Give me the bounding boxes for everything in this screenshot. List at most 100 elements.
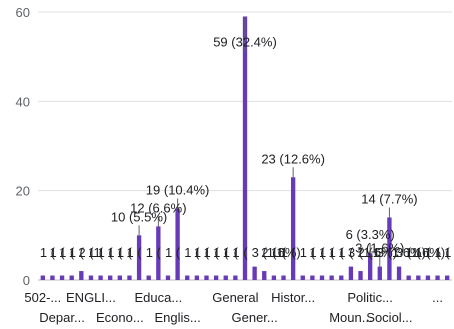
small-data-label: 1 ( [425,245,441,260]
small-data-label: 3 (1.6%) [348,245,397,260]
small-data-label: 1 ( [146,245,162,260]
small-data-label: 1 ( [415,245,431,260]
small-data-label: 1 ( [184,245,200,260]
small-data-label: 1 ( [40,245,56,260]
bar [271,275,277,280]
bar [185,275,190,280]
bar [223,275,228,280]
bar [319,275,325,280]
small-data-label: 1 ( [213,245,229,260]
small-data-label: 1 ( [194,245,210,260]
x-category-label: Englis... [154,310,200,325]
bar [127,275,132,280]
small-data-label: 3 (1.6%) [396,245,445,260]
small-data-label: 1 ( [435,245,451,260]
small-data-label: 1 ( [232,245,248,260]
small-data-label: 1 ( [444,245,454,260]
bar [165,275,171,280]
small-data-label: 3 (1.6%) [377,245,426,260]
small-data-label: 1 ( [126,245,142,260]
y-tick-label: 0 [23,273,30,288]
x-category-label: Gener... [232,310,278,325]
small-data-label: 1 ( [165,245,181,260]
bar [300,275,305,280]
x-category-label: Sociol... [366,310,412,325]
bar [59,275,65,280]
small-data-label: 1 ( [406,245,422,260]
x-category-label: Educa... [134,290,182,305]
bar [329,275,334,280]
bar [136,235,142,280]
small-data-label: 1 ( [223,245,239,260]
x-category-label: Moun... [329,310,372,325]
bar [358,271,363,280]
data-label: 6 (3.3%) [346,227,395,242]
bar [348,266,354,280]
x-category-label: 502-... [24,290,61,305]
data-label: 23 (12.6%) [261,151,325,166]
bar [262,271,267,280]
small-data-label: 1 ( [329,245,345,260]
bar [233,275,238,280]
label-leaders [138,16,390,267]
x-category-label: Histor... [271,290,315,305]
small-data-label: 1 ( [281,245,297,260]
small-data-label: 1 ( [88,245,104,260]
bar [290,177,296,280]
y-tick-label: 60 [16,5,30,20]
small-data-label: 2 (1 [78,245,100,260]
small-data-label: 1 ( [300,245,316,260]
small-data-label: 1 ( [49,245,65,260]
small-data-label: 3 (1.6%) [252,245,301,260]
bar [88,275,94,280]
x-axis-labels: 502-... Depar... ENGLI... Econo... Educa... E… [24,290,443,325]
bar [204,275,209,280]
bar [156,226,161,280]
bar [117,275,123,280]
small-data-label: 1 ( [203,245,219,260]
bar [108,275,113,280]
small-data-label: 1 ( [309,245,325,260]
bar [367,253,373,280]
small-data-labels: 1 (1 (1 (1 (2 (11 (1 (1 (1 (1 (1 (1 (1 (… [40,245,454,260]
small-data-label: 1 ( [338,245,354,260]
bar [396,266,402,280]
bar [339,275,344,280]
x-category-label: General [212,290,258,305]
y-tick-label: 20 [16,184,30,199]
small-data-label: 1 ( [319,245,335,260]
small-data-label: 1 ( [98,245,114,260]
bar [213,275,219,280]
bar [194,275,200,280]
small-data-label: 1 ( [271,245,287,260]
data-label: 59 (32.4%) [213,34,277,49]
bar [445,275,450,280]
bar [435,275,440,280]
data-label: 10 (5.5%) [111,209,167,224]
x-category-label: ENGLI... [66,290,116,305]
data-label: 3 (1.6%) [355,241,404,256]
small-data-label: 1 ( [107,245,123,260]
small-data-label: 1 ( [69,245,85,260]
data-label: 12 (6.6%) [130,200,186,215]
bar [175,208,180,280]
y-axis-ticks: 0 20 40 60 [16,5,30,288]
x-category-label: Politic... [347,290,393,305]
x-category-label: Depar... [39,310,85,325]
bar [79,271,84,280]
x-category-label: Econo... [96,310,144,325]
bar [242,16,248,280]
data-label: 19 (10.4%) [146,183,210,198]
bar [310,275,315,280]
bar [377,266,382,280]
small-data-label: 1 ( [59,245,75,260]
bar [69,275,74,280]
data-labels: 10 (5.5%)12 (6.6%) 19 (10.4%) 59 (32.4%) 23… [111,34,418,255]
bar [281,275,286,280]
bar [146,275,151,280]
bar [252,266,257,280]
bars [40,16,450,280]
bar [416,275,421,280]
data-label: 14 (7.7%) [361,191,417,206]
